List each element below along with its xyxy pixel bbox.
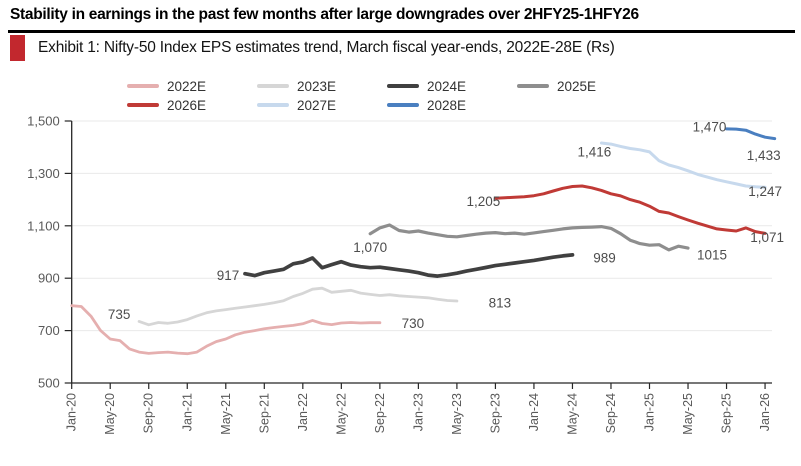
legend-swatch-icon <box>257 84 289 88</box>
x-tick-label: May-22 <box>334 393 348 435</box>
x-tick-label: May-24 <box>565 393 579 435</box>
legend-item-2025e: 2025E <box>517 78 596 94</box>
x-tick-label: Sep-24 <box>604 393 618 433</box>
y-tick-label: 900 <box>38 271 60 286</box>
series-line-2027e <box>599 141 767 189</box>
y-tick-label: 500 <box>38 376 60 391</box>
legend-swatch-icon <box>387 103 419 107</box>
data-label: 1,470 <box>693 119 727 134</box>
series-line-2028e <box>725 127 777 141</box>
legend-swatch-icon <box>517 84 549 88</box>
legend-swatch-icon <box>387 84 419 88</box>
legend-item-2027e: 2027E <box>257 97 336 113</box>
series-line-2025e <box>368 223 690 252</box>
series-line-2022e <box>70 304 382 356</box>
x-tick-label: May-21 <box>219 393 233 435</box>
legend-label: 2027E <box>297 97 337 113</box>
x-tick-label: Jan-26 <box>758 393 772 431</box>
data-label: 1,205 <box>467 194 501 209</box>
data-label: 1,433 <box>747 148 781 163</box>
x-tick-label: Jan-21 <box>180 393 194 431</box>
x-tick-label: May-20 <box>103 393 117 435</box>
series-line-2024e <box>243 253 575 278</box>
x-tick-label: May-25 <box>681 393 695 435</box>
legend-swatch-icon <box>127 103 159 107</box>
exhibit-header: Exhibit 1: Nifty-50 Index EPS estimates … <box>10 35 615 61</box>
legend-swatch-icon <box>257 103 289 107</box>
data-label: 917 <box>217 268 240 283</box>
legend-label: 2026E <box>167 97 207 113</box>
legend-item-2026e: 2026E <box>127 97 206 113</box>
legend-item-2022e: 2022E <box>127 78 206 94</box>
x-tick-label: Sep-25 <box>720 393 734 433</box>
x-tick-label: Jan-24 <box>527 393 541 431</box>
legend-item-2023e: 2023E <box>257 78 336 94</box>
y-tick-label: 1,100 <box>27 218 60 233</box>
data-label: 1,070 <box>353 240 387 255</box>
x-tick-label: Jan-22 <box>296 393 310 431</box>
title-divider <box>8 30 795 33</box>
y-tick-label: 1,300 <box>27 166 60 181</box>
x-tick-label: Sep-22 <box>373 393 387 433</box>
legend-label: 2024E <box>427 78 467 94</box>
page-title: Stability in earnings in the past few mo… <box>10 6 639 23</box>
x-tick-label: Sep-21 <box>257 393 271 433</box>
data-label: 1,247 <box>748 184 782 199</box>
eps-trend-chart: 500 700 900 1,100 1,300 1,500 Jan-20 May-20 Sep-… <box>27 114 784 435</box>
exhibit-title: Exhibit 1: Nifty-50 Index EPS estimates … <box>38 39 615 56</box>
x-tick-label: May-23 <box>450 393 464 435</box>
legend-item-2028e: 2028E <box>387 97 466 113</box>
exhibit-red-bar-icon <box>10 35 25 61</box>
x-tick-label: Sep-20 <box>142 393 156 433</box>
data-label: 1,416 <box>578 145 612 160</box>
y-tick-label: 1,500 <box>27 114 60 129</box>
data-label: 989 <box>593 250 616 265</box>
x-tick-label: Jan-20 <box>65 393 79 431</box>
data-label: 1,071 <box>750 230 784 245</box>
series-line-2023e <box>137 286 459 327</box>
x-tick-label: Jan-25 <box>643 393 657 431</box>
data-label: 730 <box>402 316 425 331</box>
legend-swatch-icon <box>127 84 159 88</box>
legend-label: 2023E <box>297 78 337 94</box>
legend-label: 2028E <box>427 97 467 113</box>
x-tick-label: Jan-23 <box>411 393 425 431</box>
x-tick-label: Sep-23 <box>488 393 502 433</box>
series-line-2026e <box>493 184 767 235</box>
chart-legend: 2022E 2023E 2024E 2025E 2026E 2027E 2028E <box>0 0 801 120</box>
legend-label: 2025E <box>557 78 597 94</box>
legend-item-2024e: 2024E <box>387 78 466 94</box>
legend-label: 2022E <box>167 78 207 94</box>
data-label: 1015 <box>697 248 727 263</box>
data-label: 735 <box>108 307 131 322</box>
y-tick-label: 700 <box>38 323 60 338</box>
data-label: 813 <box>489 296 512 311</box>
